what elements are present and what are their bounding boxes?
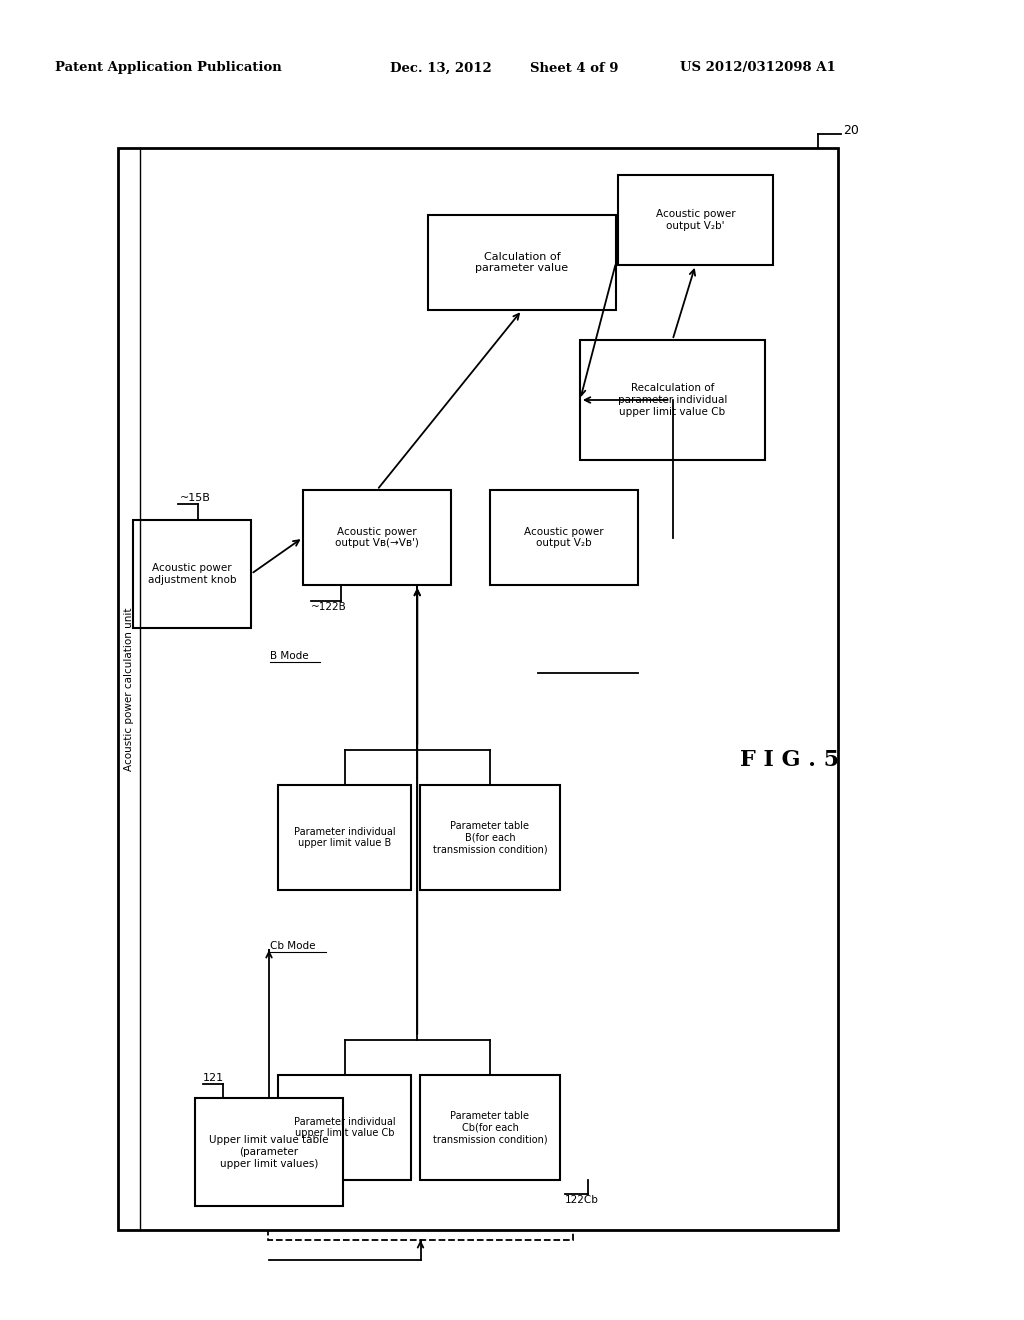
- Text: Patent Application Publication: Patent Application Publication: [55, 62, 282, 74]
- Text: B Mode: B Mode: [270, 651, 308, 661]
- Text: Acoustic power
output Vʙ(→Vʙ'): Acoustic power output Vʙ(→Vʙ'): [335, 527, 419, 548]
- Text: Upper limit value table
(parameter
upper limit values): Upper limit value table (parameter upper…: [209, 1135, 329, 1168]
- Bar: [580, 341, 765, 459]
- Text: Parameter table
Cb(for each
transmission condition): Parameter table Cb(for each transmission…: [433, 1111, 547, 1144]
- Text: Parameter individual
upper limit value Cb: Parameter individual upper limit value C…: [294, 1117, 395, 1138]
- Text: Dec. 13, 2012: Dec. 13, 2012: [390, 62, 492, 74]
- Bar: [133, 520, 251, 628]
- Text: Cb Mode: Cb Mode: [270, 941, 315, 950]
- Text: ~15B: ~15B: [180, 492, 211, 503]
- Text: Parameter individual
upper limit value B: Parameter individual upper limit value B: [294, 826, 395, 849]
- Bar: [118, 148, 838, 1230]
- Bar: [428, 215, 616, 310]
- Bar: [268, 665, 573, 950]
- Text: 122Cb: 122Cb: [565, 1195, 599, 1205]
- Bar: [303, 490, 451, 585]
- Bar: [420, 785, 560, 890]
- Bar: [415, 168, 630, 498]
- Text: US 2012/0312098 A1: US 2012/0312098 A1: [680, 62, 836, 74]
- Text: 121: 121: [203, 1073, 224, 1082]
- Text: Acoustic power
adjustment knob: Acoustic power adjustment knob: [147, 564, 237, 585]
- Bar: [278, 785, 411, 890]
- Text: F I G . 5: F I G . 5: [740, 748, 840, 771]
- Bar: [490, 490, 638, 585]
- Text: ~122B: ~122B: [311, 602, 347, 612]
- Text: Recalculation of
parameter individual
upper limit value Cb: Recalculation of parameter individual up…: [617, 383, 727, 417]
- Text: Acoustic power
output V₂b: Acoustic power output V₂b: [524, 527, 604, 548]
- Text: Calculation of
parameter value: Calculation of parameter value: [475, 252, 568, 273]
- Text: Sheet 4 of 9: Sheet 4 of 9: [530, 62, 618, 74]
- Text: Parameter table
B(for each
transmission condition): Parameter table B(for each transmission …: [433, 821, 547, 854]
- Text: Acoustic power calculation unit: Acoustic power calculation unit: [124, 607, 134, 771]
- Bar: [420, 1074, 560, 1180]
- Text: 20: 20: [843, 124, 859, 136]
- Bar: [268, 954, 573, 1239]
- Bar: [278, 1074, 411, 1180]
- Bar: [195, 1098, 343, 1206]
- Bar: [618, 176, 773, 265]
- Text: Acoustic power
output V₂b': Acoustic power output V₂b': [655, 209, 735, 231]
